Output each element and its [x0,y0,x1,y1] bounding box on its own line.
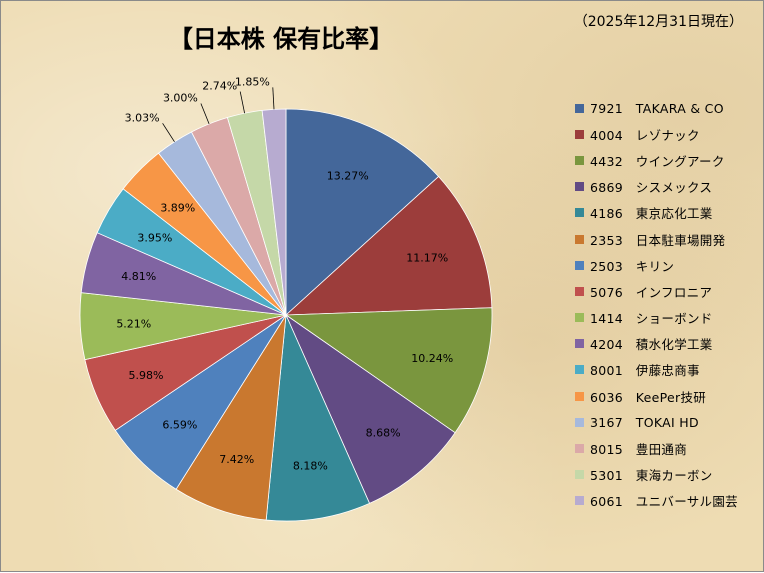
legend-item-4204: 4204 積水化学工業 [575,331,738,357]
legend-swatch [575,444,584,454]
data-label-4186: 8.18% [293,460,328,473]
legend-label: 6869 シスメックス [590,180,713,196]
legend-label: 4204 積水化学工業 [590,337,713,353]
legend-item-2503: 2503 キリン [575,252,738,278]
legend-swatch [575,155,584,165]
data-label-4204: 4.81% [121,270,156,283]
data-label-8015: 3.00% [163,92,198,105]
legend-label: 3167 TOKAI HD [590,414,699,430]
legend-item-5301: 5301 東海カーボン [575,462,738,488]
pie-slice-7921 [285,108,440,316]
legend-item-6061: 6061 ユニバーサル園芸 [575,488,738,514]
data-label-8001: 3.95% [137,231,172,244]
legend-label: 6036 KeePer技研 [590,389,707,405]
leader-line-3167 [162,123,175,143]
leader-line-6061 [272,87,275,110]
pie-slice-4432 [284,307,493,434]
legend-swatch [575,182,584,192]
leader-line-8015 [200,103,210,125]
pie-slice-6869 [285,313,456,504]
legend-item-6869: 6869 シスメックス [575,174,738,200]
legend-label: 7921 TAKARA & CO [590,100,724,116]
legend-swatch [575,496,584,506]
chart-title: 【日本株 保有比率】 [168,25,394,53]
legend-swatch [575,208,584,218]
legend-label: 8001 伊藤忠商事 [590,363,700,379]
legend-swatch [575,391,584,401]
data-label-5301: 2.74% [202,80,237,93]
legend-item-8001: 8001 伊藤忠商事 [575,357,738,383]
data-label-7921: 13.27% [327,170,369,183]
legend-label: 2353 日本駐車場開発 [590,232,726,248]
legend-swatch [575,365,584,375]
pie-slice-4004 [284,175,493,316]
legend-swatch [575,417,584,427]
legend-label: 6061 ユニバーサル園芸 [590,494,738,510]
data-label-6036: 3.89% [160,202,195,215]
legend-swatch [575,103,584,113]
data-label-6061: 1.85% [235,75,270,88]
data-label-4432: 10.24% [411,352,453,365]
legend-swatch [575,339,584,349]
legend-label: 2503 キリン [590,258,675,274]
legend-item-4004: 4004 レゾナック [575,121,738,147]
legend-label: 4004 レゾナック [590,127,700,143]
leader-line-5301 [239,91,245,114]
data-label-6869: 8.68% [366,427,401,440]
data-label-3167: 3.03% [125,111,160,124]
legend: 7921 TAKARA & CO 4004 レゾナック 4432 ウイングアーク 68… [575,95,738,514]
legend-swatch [575,260,584,270]
legend-label: 4186 東京応化工業 [590,206,713,222]
legend-swatch [575,129,584,139]
legend-swatch [575,234,584,244]
legend-item-6036: 6036 KeePer技研 [575,383,738,409]
pie-slice-4186 [265,313,371,522]
data-label-4004: 11.17% [406,252,448,265]
legend-item-4432: 4432 ウイングアーク [575,147,738,173]
data-label-1414: 5.21% [116,317,151,330]
legend-item-3167: 3167 TOKAI HD [575,409,738,435]
legend-swatch [575,313,584,323]
data-label-2503: 6.59% [162,419,197,432]
legend-item-2353: 2353 日本駐車場開発 [575,226,738,252]
legend-swatch [575,470,584,480]
legend-item-8015: 8015 豊田通商 [575,435,738,461]
pie-slice-2353 [175,314,287,521]
legend-item-4186: 4186 東京応化工業 [575,200,738,226]
legend-item-7921: 7921 TAKARA & CO [575,95,738,121]
pie-slice-6061 [261,108,287,316]
as-of-date: （2025年12月31日現在） [573,14,743,30]
legend-label: 4432 ウイングアーク [590,153,725,169]
legend-swatch [575,286,584,296]
legend-label: 5076 インフロニア [590,284,713,300]
data-label-2353: 7.42% [219,453,254,466]
legend-item-1414: 1414 ショーボンド [575,305,738,331]
legend-label: 8015 豊田通商 [590,442,688,458]
legend-item-5076: 5076 インフロニア [575,278,738,304]
data-label-5076: 5.98% [129,369,164,382]
legend-label: 5301 東海カーボン [590,468,713,484]
legend-label: 1414 ショーボンド [590,311,713,327]
